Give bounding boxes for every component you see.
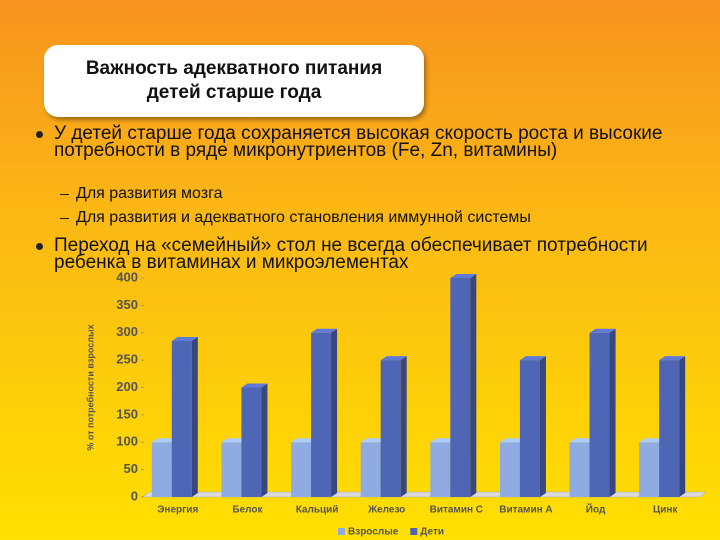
x-tick-label: Железо [367,505,405,516]
bar-front [241,387,262,497]
bar-side [539,356,546,497]
bar [171,336,198,497]
y-tick-label: 300 [116,324,138,339]
bar-top [171,336,198,341]
bar-front [499,442,520,497]
bar-side [331,328,338,497]
bar-side [609,328,616,497]
bar [380,356,407,497]
x-tick-label: Кальций [296,505,339,516]
x-tick-label: Белок [232,505,263,516]
bar-top [639,438,666,443]
y-tick-label: 50 [124,461,138,476]
bar [519,356,546,497]
bar-top [499,438,526,443]
bar-side [400,356,407,497]
bar-side [679,356,686,497]
bar-front [380,360,401,497]
x-tick-label: Йод [586,503,606,516]
bar-front [639,442,660,497]
bar-side [191,336,198,497]
slide-title: Важность адекватного питания детей старш… [85,58,383,103]
bar-top [659,356,686,361]
y-tick-label: 400 [116,269,138,284]
bar-top [519,356,546,361]
bar-top [360,438,387,443]
bullet: У детей старше года сохраняется высокая … [36,124,694,160]
sub-bullet: Для развития и адекватного становления и… [60,209,696,226]
bar-top [569,438,596,443]
y-axis-label: % от потребности взрослых [85,324,95,450]
bar-front [360,442,381,497]
x-tick-label: Витамин С [430,505,483,516]
bar [589,328,616,497]
x-tick-label: Цинк [653,505,678,516]
y-tick-label: 100 [116,434,138,449]
bar [450,274,477,497]
legend-swatch [338,528,345,535]
x-tick-label: Витамин А [499,505,552,516]
bar [311,328,338,497]
bar [241,383,268,497]
bar-front [569,442,590,497]
x-tick-label: Энергия [157,505,198,516]
y-tick-label: 200 [116,379,138,394]
y-tick-label: 250 [116,352,138,367]
bar-top [380,356,407,361]
bar-front [151,442,172,497]
bar-front [519,360,540,497]
bar-side [470,274,477,497]
bar-front [589,332,610,497]
bar-top [589,328,616,333]
legend-label: Взрослые [348,527,399,538]
bar-top [151,438,178,443]
title-box: Важность адекватного питания детей старш… [44,45,424,117]
sub-bullet: Для развития мозга [60,185,696,202]
y-tick-label: 150 [116,406,138,421]
bar-front [221,442,242,497]
bar-front [430,442,451,497]
y-tick-label: 0 [131,488,138,503]
bar-top [221,438,248,443]
bar-top [291,438,318,443]
bullet: Переход на «семейный» стол не всегда обе… [36,236,694,272]
legend-swatch [410,528,418,535]
bar-top [450,274,477,278]
bar-top [241,383,268,388]
bar-front [659,360,680,497]
bar-top [430,438,457,443]
bar-front [311,332,332,497]
bar-front [171,340,192,497]
y-tick-label: 350 [116,297,138,312]
bar-front [291,442,312,497]
bar-front [450,278,471,497]
bar-top [311,328,338,333]
bar [659,356,686,497]
bar-side [261,383,268,497]
legend-label: Дети [420,527,444,538]
